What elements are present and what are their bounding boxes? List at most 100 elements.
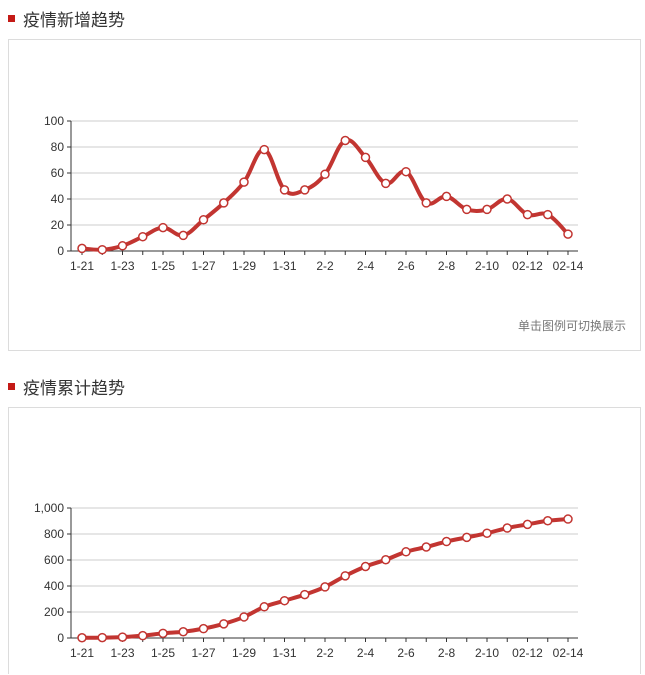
x-tick-label: 2-6 bbox=[397, 259, 415, 273]
x-tick-label: 2-2 bbox=[316, 646, 334, 660]
data-point bbox=[482, 204, 492, 215]
y-tick-label: 1,000 bbox=[34, 501, 64, 515]
y-tick-label: 800 bbox=[44, 527, 64, 541]
data-point bbox=[381, 554, 391, 565]
data-point bbox=[543, 209, 553, 220]
data-point bbox=[563, 229, 573, 239]
y-tick-label: 200 bbox=[44, 605, 64, 619]
x-tick-label: 2-8 bbox=[438, 646, 456, 660]
x-tick-label: 1-29 bbox=[232, 259, 256, 273]
data-point bbox=[522, 209, 533, 220]
x-tick-label: 02-12 bbox=[512, 259, 543, 273]
series-line bbox=[80, 138, 570, 252]
data-point bbox=[77, 632, 87, 643]
data-point bbox=[421, 198, 431, 208]
x-tick-label: 2-10 bbox=[475, 259, 499, 273]
data-point bbox=[117, 632, 128, 642]
data-point bbox=[441, 536, 452, 547]
data-point bbox=[279, 185, 290, 195]
data-point bbox=[97, 632, 107, 643]
series-line bbox=[80, 517, 570, 640]
data-point bbox=[158, 222, 168, 233]
y-tick-label: 80 bbox=[51, 140, 65, 154]
data-point bbox=[117, 241, 128, 251]
x-tick-label: 1-27 bbox=[191, 259, 215, 273]
data-point bbox=[360, 561, 371, 572]
x-tick-label: 02-14 bbox=[553, 646, 584, 660]
cumulative-trend-heading: 疫情累计趋势 bbox=[8, 375, 125, 399]
data-point bbox=[77, 243, 87, 254]
new-trend-title: 疫情新增趋势 bbox=[23, 10, 125, 31]
data-point bbox=[543, 515, 553, 526]
data-point bbox=[340, 135, 350, 146]
x-tick-label: 2-2 bbox=[316, 259, 334, 273]
x-tick-label: 1-27 bbox=[191, 646, 215, 660]
x-tick-label: 1-21 bbox=[70, 259, 94, 273]
data-point bbox=[178, 230, 188, 241]
data-point bbox=[259, 144, 269, 155]
data-point bbox=[502, 523, 512, 533]
x-tick-label: 2-4 bbox=[357, 646, 375, 660]
data-point bbox=[138, 630, 148, 641]
x-tick-label: 02-12 bbox=[512, 646, 543, 660]
x-tick-label: 02-14 bbox=[553, 259, 584, 273]
data-point bbox=[563, 514, 573, 524]
data-point bbox=[138, 231, 148, 242]
x-tick-label: 1-23 bbox=[110, 646, 134, 660]
title-marker-icon bbox=[8, 14, 15, 22]
data-point bbox=[158, 628, 168, 639]
data-point bbox=[421, 542, 431, 552]
y-tick-label: 60 bbox=[51, 166, 65, 180]
y-tick-label: 0 bbox=[57, 244, 64, 258]
x-tick-label: 2-4 bbox=[357, 259, 375, 273]
legend-toggle-hint: 单击图例可切换展示 bbox=[517, 319, 626, 333]
y-tick-label: 600 bbox=[44, 553, 64, 567]
data-point bbox=[360, 152, 371, 163]
data-point bbox=[178, 627, 188, 637]
data-point bbox=[502, 194, 512, 204]
data-point bbox=[239, 177, 249, 187]
x-tick-label: 1-23 bbox=[110, 259, 134, 273]
data-point bbox=[320, 582, 330, 592]
data-point bbox=[219, 619, 229, 629]
new-trend-chart: 0 20 40 60 80 100 1-21 1-23 1-25 1-27 1-29 1-31 2-2 2… bbox=[44, 114, 584, 273]
x-tick-label: 2-6 bbox=[397, 646, 415, 660]
data-point bbox=[239, 612, 249, 622]
new-trend-heading: 疫情新增趋势 bbox=[8, 7, 125, 31]
data-point bbox=[462, 204, 472, 215]
title-marker-icon bbox=[8, 382, 15, 390]
data-point bbox=[300, 589, 310, 600]
x-tick-label: 1-31 bbox=[272, 646, 296, 660]
x-tick-label: 1-25 bbox=[151, 259, 175, 273]
x-tick-label: 1-21 bbox=[70, 646, 94, 660]
data-point bbox=[381, 178, 391, 189]
data-point bbox=[300, 185, 310, 195]
cumulative-trend-chart: 0 200 400 600 800 1,000 1-21 1-23 1-25 1-27 1-29 1-… bbox=[34, 501, 584, 660]
data-point bbox=[97, 244, 107, 255]
cumulative-trend-panel: 0 200 400 600 800 1,000 1-21 1-23 1-25 1-27 1-29 1-… bbox=[8, 407, 641, 674]
y-tick-label: 0 bbox=[57, 631, 64, 645]
x-tick-label: 2-10 bbox=[475, 646, 499, 660]
x-tick-label: 2-8 bbox=[438, 259, 456, 273]
y-tick-label: 20 bbox=[51, 218, 65, 232]
x-tick-label: 1-29 bbox=[232, 646, 256, 660]
y-tick-label: 100 bbox=[44, 114, 64, 128]
y-tick-label: 40 bbox=[51, 192, 65, 206]
data-point bbox=[340, 571, 350, 581]
data-point bbox=[401, 166, 411, 177]
data-point bbox=[441, 191, 452, 202]
new-trend-panel: 0 20 40 60 80 100 1-21 1-23 1-25 1-27 1-29 1-31 2-2 2… bbox=[8, 39, 641, 351]
data-point bbox=[259, 602, 269, 612]
y-tick-label: 400 bbox=[44, 579, 64, 593]
data-point bbox=[198, 623, 209, 634]
data-point bbox=[198, 215, 209, 225]
data-point bbox=[462, 532, 472, 543]
data-point bbox=[522, 519, 533, 530]
data-point bbox=[401, 547, 411, 557]
data-point bbox=[320, 169, 330, 180]
x-tick-label: 1-31 bbox=[272, 259, 296, 273]
data-point bbox=[482, 528, 492, 538]
cumulative-trend-title: 疫情累计趋势 bbox=[23, 378, 125, 399]
x-tick-label: 1-25 bbox=[151, 646, 175, 660]
data-point bbox=[219, 198, 229, 208]
